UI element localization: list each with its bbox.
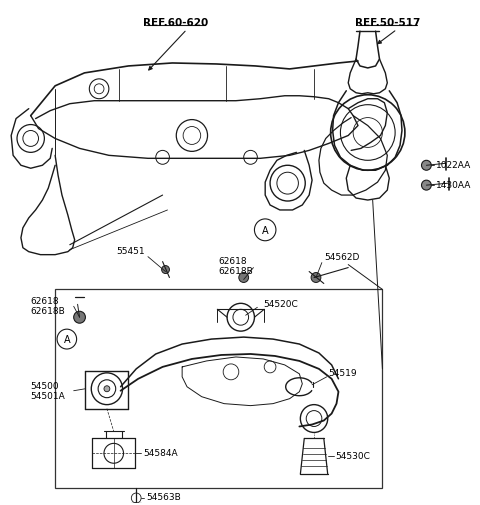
Text: 62618B: 62618B xyxy=(218,267,253,276)
Text: 62618: 62618 xyxy=(31,297,60,306)
Text: REF.50-517: REF.50-517 xyxy=(355,18,420,28)
Text: A: A xyxy=(63,335,70,345)
Circle shape xyxy=(162,266,169,274)
Bar xyxy=(55,289,383,488)
Circle shape xyxy=(74,311,85,323)
Text: 54519: 54519 xyxy=(329,369,357,378)
Text: 55451: 55451 xyxy=(117,247,145,256)
Text: 54563B: 54563B xyxy=(146,493,181,502)
Circle shape xyxy=(421,180,432,190)
Text: 54500: 54500 xyxy=(31,382,60,391)
Text: 1430AA: 1430AA xyxy=(436,181,471,190)
Text: 54530C: 54530C xyxy=(336,452,371,461)
Circle shape xyxy=(239,273,249,282)
Text: A: A xyxy=(262,226,268,236)
Circle shape xyxy=(311,273,321,282)
Text: 1022AA: 1022AA xyxy=(436,161,471,170)
Text: 62618: 62618 xyxy=(218,257,247,266)
Text: 54562D: 54562D xyxy=(324,253,359,262)
Circle shape xyxy=(421,160,432,170)
Text: 62618B: 62618B xyxy=(31,307,65,316)
Text: REF.60-620: REF.60-620 xyxy=(143,18,208,28)
Circle shape xyxy=(104,386,110,392)
Text: 54501A: 54501A xyxy=(31,392,65,401)
Text: 54584A: 54584A xyxy=(143,449,178,458)
Text: 54520C: 54520C xyxy=(263,300,298,309)
